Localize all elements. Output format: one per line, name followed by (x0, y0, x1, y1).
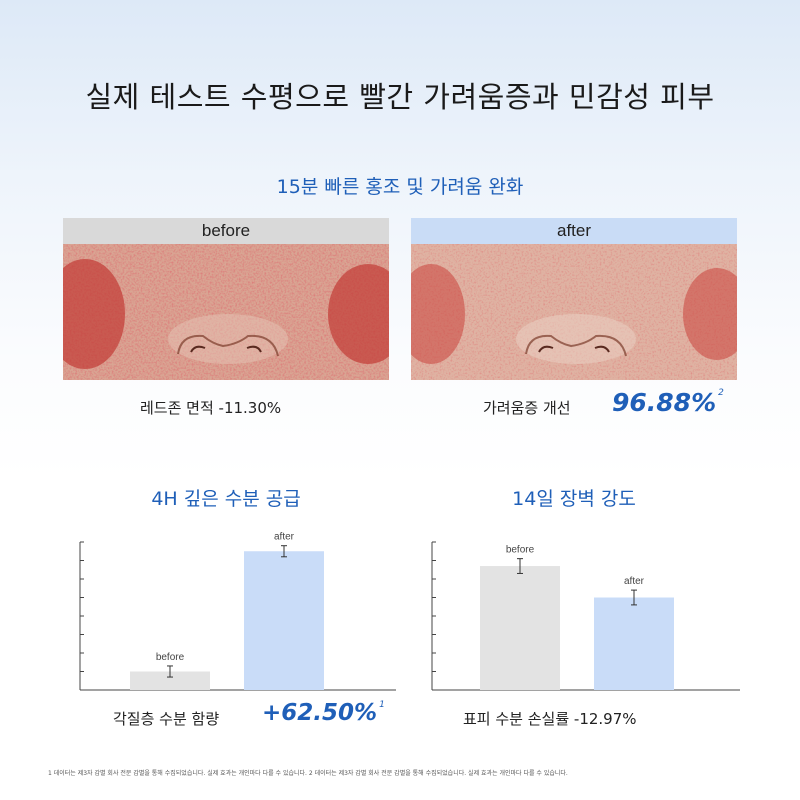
hydration-chart-title: 4H 깊은 수분 공급 (151, 488, 301, 510)
itch-footnote-mark: 2 (718, 388, 724, 398)
bar-after (594, 597, 674, 690)
barrier-chart: before after (431, 541, 740, 691)
hydration-caption: 각질층 수분 함량 (113, 710, 220, 728)
bar-before (480, 566, 560, 690)
itch-stat: 96.88% 2 (612, 388, 724, 417)
footnote: 1 데이터는 제3자 감별 회사 전문 감별을 통해 수집되었습니다. 실제 효… (48, 770, 568, 777)
hydration-chart: before after (79, 532, 396, 691)
redness-section-title: 15분 빠른 홍조 및 가려움 완화 (276, 176, 524, 198)
bar-label-after: after (274, 532, 295, 543)
page-headline: 실제 테스트 수평으로 빨간 가려움증과 민감성 피부 (85, 80, 715, 114)
hydration-value: +62.50% (262, 700, 378, 726)
redzone-caption: 레드존 면적 -11.30% (140, 399, 282, 417)
itch-caption: 가려움증 개선 (483, 399, 571, 417)
bar-label-before: before (156, 652, 185, 663)
bar-after (244, 551, 324, 690)
bar-label-after: after (624, 576, 645, 587)
before-skin-image (63, 244, 389, 380)
after-photo-label: after (411, 218, 737, 244)
barrier-caption: 표피 수분 손실률 -12.97% (463, 710, 637, 728)
bar-before (130, 671, 210, 690)
bar-label-before: before (506, 545, 535, 556)
hydration-stat: +62.50% 1 (262, 700, 385, 726)
hydration-footnote-mark: 1 (379, 700, 385, 710)
after-skin-image (411, 244, 737, 380)
itch-value: 96.88% (612, 388, 717, 417)
barrier-chart-title: 14일 장벽 강도 (512, 488, 636, 510)
before-photo-label: before (63, 218, 389, 244)
before-photo-card: before (63, 218, 389, 380)
after-photo-card: after (411, 218, 737, 380)
